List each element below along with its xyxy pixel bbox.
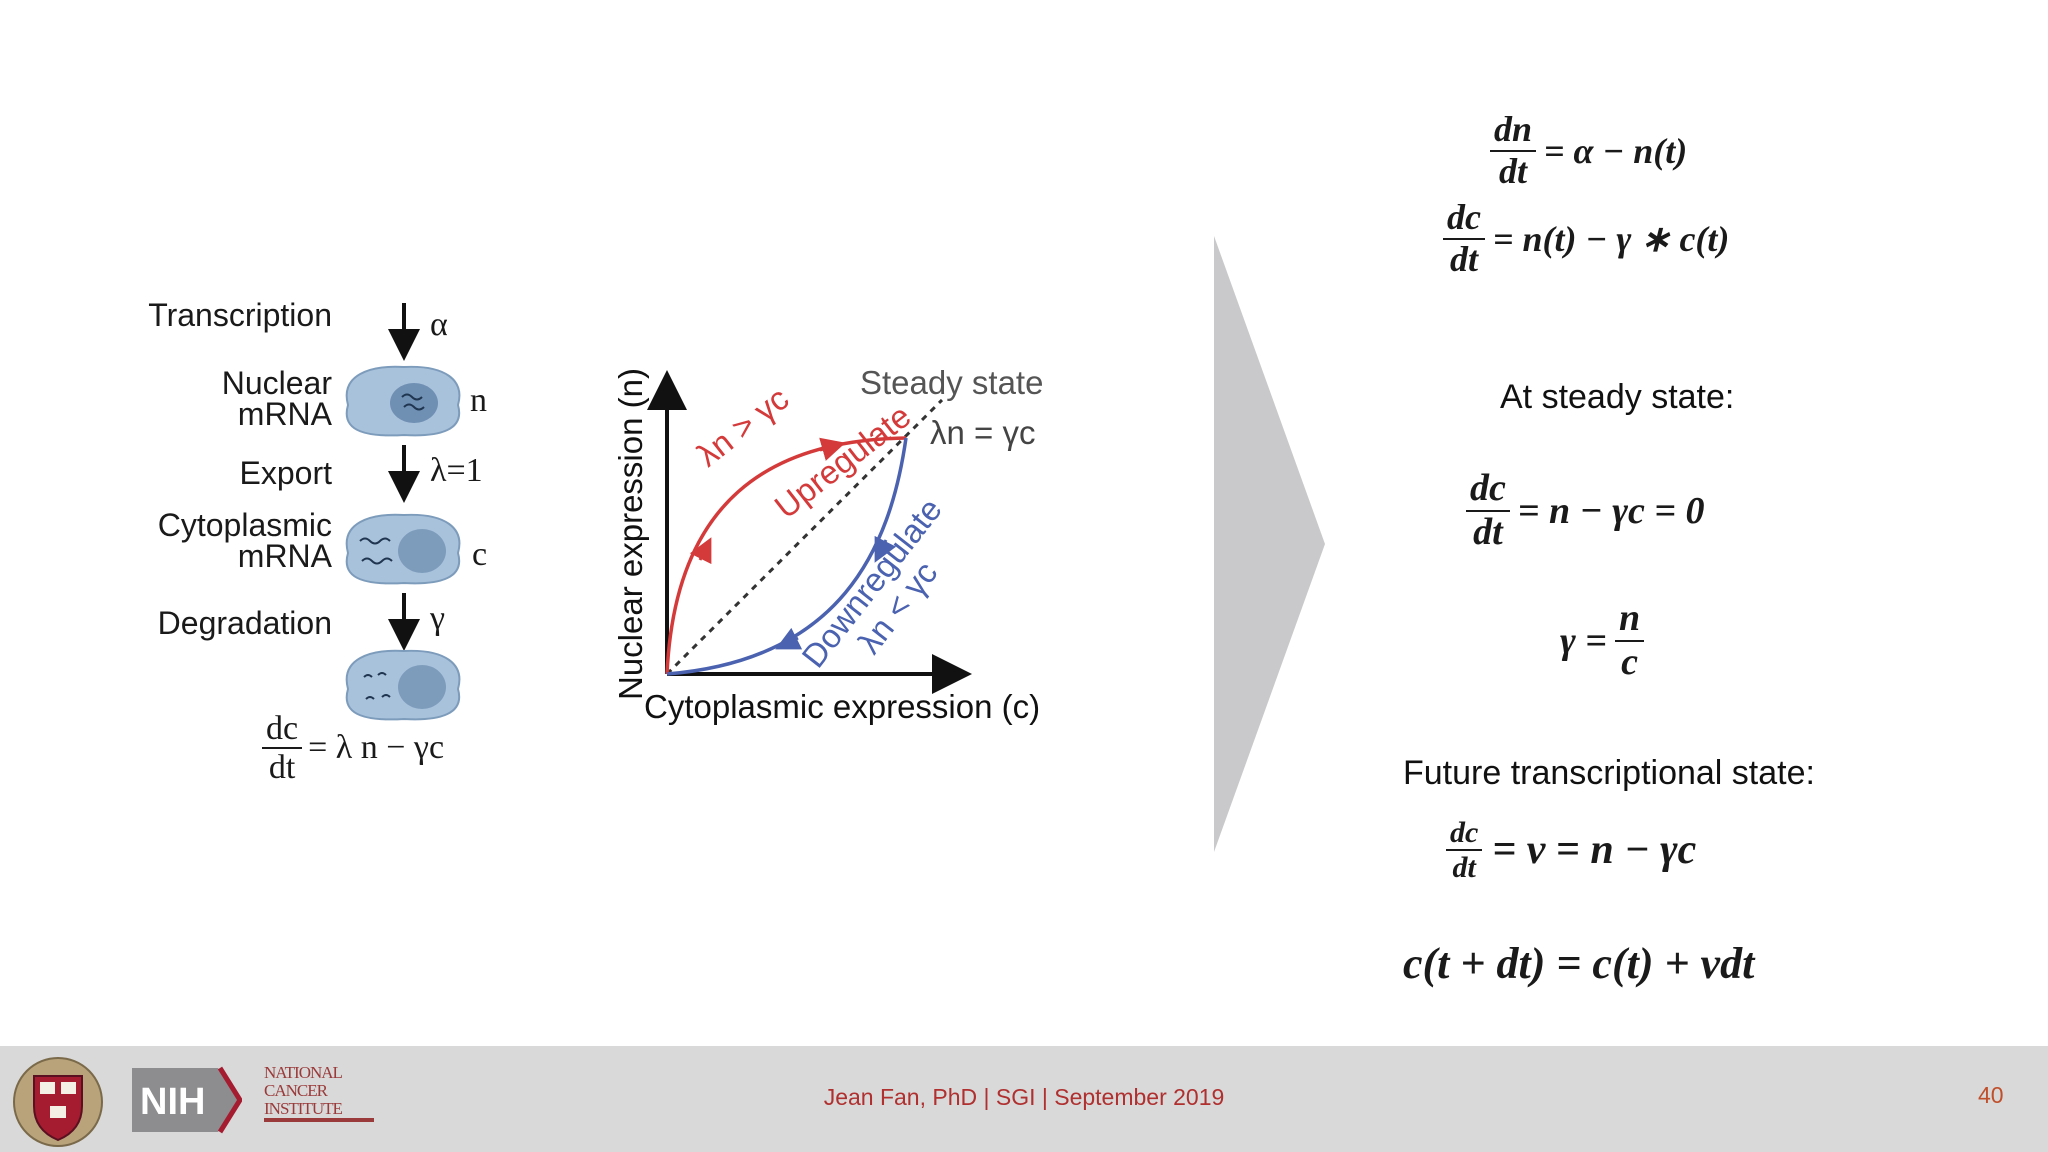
upregulate-arrow-2	[819, 437, 846, 461]
downregulate-arrow-1	[874, 535, 897, 563]
steady-state-equation: λn = γc	[930, 414, 1035, 451]
equation-dn-dt: dn dt = α − n(t)	[1490, 109, 1687, 191]
lambda-symbol: λ=1	[430, 452, 483, 489]
steady-state-line	[665, 398, 944, 676]
c-symbol: c	[472, 536, 488, 573]
equation-steady-state: dc dt = n − γc = 0	[1466, 467, 1705, 554]
steady-state-heading: At steady state:	[1500, 378, 1735, 416]
n-symbol: n	[470, 382, 487, 419]
nih-logo-text: NIH	[140, 1081, 205, 1123]
degradation-label: Degradation	[157, 605, 332, 641]
harvard-shield-logo	[13, 1057, 103, 1147]
downregulate-arrow-2	[775, 627, 803, 650]
nuclear-cell-icon	[345, 365, 461, 437]
nih-logo: NIH	[132, 1066, 242, 1134]
nuclear-mrna-label: Nuclear mRNA	[221, 365, 332, 432]
steady-state-label: Steady state	[860, 364, 1043, 401]
pathway-equation: dc dt = λ n − γc	[262, 710, 444, 787]
nci-logo: NATIONAL CANCER INSTITUTE	[264, 1064, 374, 1122]
equation-velocity: dc dt = v = n − γc	[1446, 816, 1696, 884]
alpha-symbol: α	[430, 306, 448, 343]
gamma-symbol: γ	[430, 600, 446, 637]
y-axis-label: Nuclear expression (n)	[612, 368, 649, 700]
chevron-arrow-icon	[1214, 236, 1325, 852]
upregulate-curve	[665, 436, 907, 675]
pathway-graphics	[345, 303, 461, 721]
page-number: 40	[1978, 1082, 2004, 1108]
equation-future-c: c(t + dt) = c(t) + vdt	[1403, 939, 1755, 988]
phase-plot: Nuclear expression (n) Cytoplasmic expre…	[612, 364, 1043, 725]
downregulate-curve	[666, 437, 908, 676]
degraded-cell-icon	[345, 649, 461, 721]
future-state-heading: Future transcriptional state:	[1403, 754, 1815, 792]
upregulate-arrow-1	[689, 537, 712, 565]
footer-credit: Jean Fan, PhD | SGI | September 2019	[823, 1084, 1225, 1110]
transcription-label: Transcription	[148, 297, 332, 333]
x-axis-label: Cytoplasmic expression (c)	[644, 688, 1040, 725]
footer-bar: NIH NATIONAL CANCER INSTITUTE Jean Fan, …	[0, 1046, 2048, 1152]
equation-dc-dt: dc dt = n(t) − γ ∗ c(t)	[1443, 197, 1729, 279]
cytoplasmic-cell-icon	[345, 513, 461, 585]
export-label: Export	[239, 455, 332, 491]
upregulate-condition: λn > γc	[690, 379, 796, 473]
cytoplasmic-mrna-label: Cytoplasmic mRNA	[157, 507, 332, 574]
